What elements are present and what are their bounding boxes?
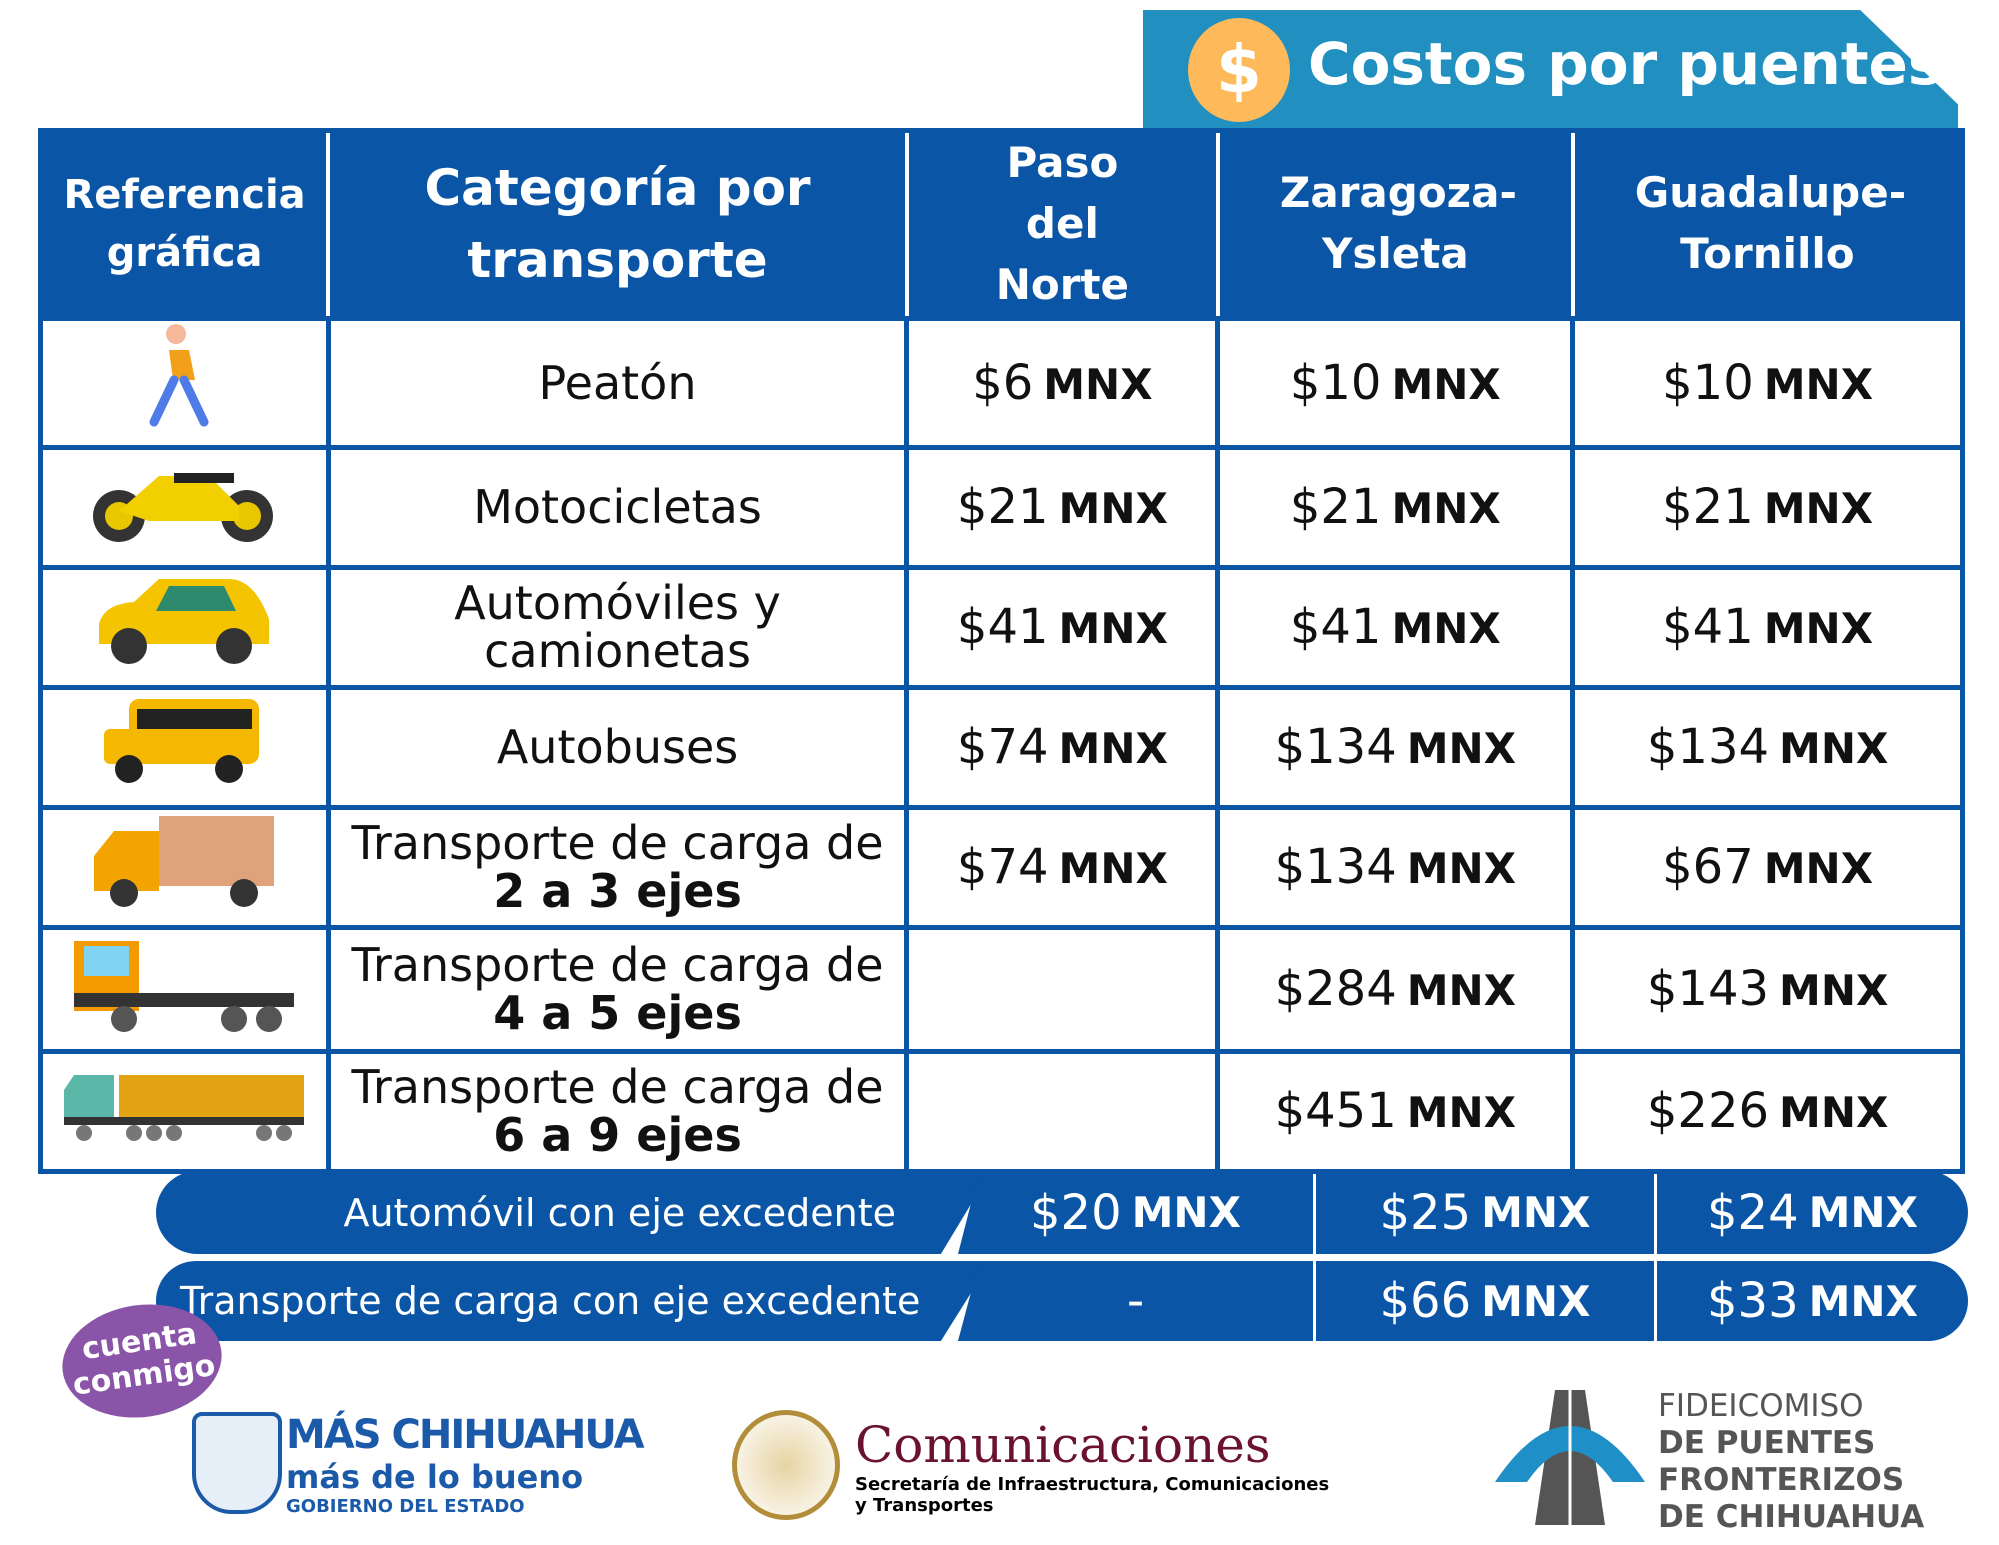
- extra-price-cell: $20 MNX: [958, 1171, 1313, 1254]
- category-cell: Transporte de carga de 4 a 5 ejes: [325, 924, 910, 1054]
- car-icon: [38, 564, 331, 690]
- price-cell: $21 MNX: [1215, 444, 1576, 570]
- pedestrian-icon: [38, 315, 331, 450]
- table-row: Autobuses $74 MNX $134 MNX $134 MNX: [38, 684, 1965, 810]
- box-truck-icon: [38, 804, 331, 930]
- price-cell: $74 MNX: [904, 684, 1221, 810]
- chihuahua-logo: MÁS CHIHUAHUA más de lo bueno GOBIERNO D…: [286, 1412, 645, 1517]
- extra-price-cell: -: [958, 1261, 1313, 1341]
- flatbed-truck-icon: [38, 924, 331, 1054]
- tolls-table: Referencia gráfica Categoría por transpor…: [38, 128, 1965, 1174]
- table-row: Automóviles y camionetas $41 MNX $41 MNX $41 M…: [38, 564, 1965, 690]
- table-row: Motocicletas $21 MNX $21 MNX $21 MNX: [38, 444, 1965, 570]
- price-cell: $134 MNX: [1570, 684, 1965, 810]
- dollar-coin-icon: $: [1188, 18, 1290, 122]
- price-cell: $284 MNX: [1215, 924, 1576, 1054]
- extra-price-cell: $66 MNX: [1316, 1261, 1654, 1341]
- extra-price-cell: $25 MNX: [1316, 1171, 1654, 1254]
- price-cell: $67 MNX: [1570, 804, 1965, 930]
- category-cell: Transporte de carga de 2 a 3 ejes: [325, 804, 910, 930]
- category-cell: Peatón: [325, 315, 910, 450]
- extra-price-cell: $33 MNX: [1657, 1261, 1968, 1341]
- table-row: Transporte de carga de 4 a 5 ejes $284 MNX $…: [38, 924, 1965, 1054]
- column-header: Paso del Norte: [904, 128, 1220, 321]
- price-cell: $143 MNX: [1570, 924, 1965, 1054]
- table-row: Peatón $6 MNX $10 MNX $10 MNX: [38, 315, 1965, 450]
- column-header: Zaragoza-Ysleta: [1215, 128, 1575, 321]
- semi-truck-icon: [38, 1048, 331, 1174]
- extra-axle-label: Transporte de carga con eje excedente: [156, 1261, 991, 1341]
- column-header: Guadalupe-Tornillo: [1570, 128, 1965, 321]
- mexico-seal-icon: [732, 1410, 840, 1520]
- page-title: Costos por puentes: [1308, 30, 1943, 98]
- price-cell: $134 MNX: [1215, 804, 1576, 930]
- price-cell: $134 MNX: [1215, 684, 1576, 810]
- price-cell: $41 MNX: [1215, 564, 1576, 690]
- price-cell: $451 MNX: [1215, 1048, 1576, 1174]
- price-cell: $21 MNX: [1570, 444, 1965, 570]
- chihuahua-shield-icon: [192, 1412, 282, 1514]
- price-cell: $226 MNX: [1570, 1048, 1965, 1174]
- sict-logo: Comunicaciones Secretaría de Infraestruc…: [855, 1416, 1330, 1516]
- price-cell: $74 MNX: [904, 804, 1221, 930]
- table-row: Transporte de carga de 2 a 3 ejes $74 MNX $1…: [38, 804, 1965, 930]
- category-cell: Autobuses: [325, 684, 910, 810]
- fideicomiso-logo: FIDEICOMISO DE PUENTES FRONTERIZOS DE CH…: [1658, 1388, 1925, 1535]
- price-cell: $10 MNX: [1570, 315, 1965, 450]
- motorcycle-icon: [38, 444, 331, 570]
- table-row: Transporte de carga de 6 a 9 ejes $451 MNX $…: [38, 1048, 1965, 1174]
- price-cell: [904, 1048, 1221, 1174]
- category-cell: Motocicletas: [325, 444, 910, 570]
- category-cell: Automóviles y camionetas: [325, 564, 910, 690]
- bridge-road-icon: [1495, 1390, 1645, 1525]
- extra-axle-label: Automóvil con eje excedente: [156, 1171, 991, 1254]
- column-header: Referencia gráfica: [38, 128, 331, 321]
- price-cell: $6 MNX: [904, 315, 1221, 450]
- column-header: Categoría por transporte: [326, 128, 909, 321]
- bus-icon: [38, 684, 331, 810]
- price-cell: [904, 924, 1221, 1054]
- price-cell: $10 MNX: [1215, 315, 1576, 450]
- price-cell: $41 MNX: [1570, 564, 1965, 690]
- price-cell: $41 MNX: [904, 564, 1221, 690]
- extra-price-cell: $24 MNX: [1657, 1171, 1968, 1254]
- price-cell: $21 MNX: [904, 444, 1221, 570]
- category-cell: Transporte de carga de 6 a 9 ejes: [325, 1048, 910, 1174]
